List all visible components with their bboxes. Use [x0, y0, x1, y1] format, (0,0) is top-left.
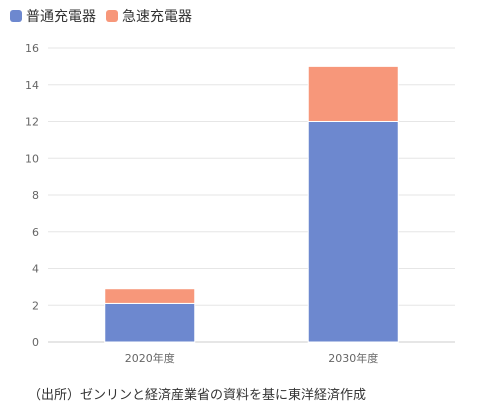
y-tick-label-4: 4	[32, 263, 39, 276]
y-tick-label-16: 16	[25, 42, 39, 55]
bar-rapid-1	[307, 65, 399, 122]
y-tick-label-2: 2	[32, 299, 39, 312]
chart-area: 0 2 4 6 8 10 12 14 16 2020年度 2030年度	[25, 42, 455, 365]
y-tick-label-0: 0	[32, 336, 39, 349]
legend-swatch-normal	[10, 10, 22, 22]
legend-label-normal: 普通充電器	[26, 9, 96, 25]
bar-normal-0	[104, 302, 196, 343]
legend-item-normal[interactable]: 普通充電器	[10, 6, 96, 26]
legend-swatch-rapid	[106, 10, 118, 22]
x-tick-label-0: 2020年度	[125, 351, 175, 365]
y-tick-label-10: 10	[25, 152, 39, 165]
legend-label-rapid: 急速充電器	[122, 9, 192, 25]
y-tick-label-8: 8	[32, 189, 39, 202]
legend-item-rapid[interactable]: 急速充電器	[106, 6, 192, 26]
bar-rapid-0	[104, 288, 196, 304]
bar-normal-1	[307, 121, 399, 343]
legend: 普通充電器 急速充電器	[10, 6, 202, 26]
y-tick-label-6: 6	[32, 226, 39, 239]
source-note: （出所）ゼンリンと経済産業省の資料を基に東洋経済作成	[28, 388, 367, 403]
y-tick-label-12: 12	[25, 116, 39, 129]
x-tick-label-1: 2030年度	[328, 351, 378, 365]
y-tick-label-14: 14	[25, 79, 39, 92]
